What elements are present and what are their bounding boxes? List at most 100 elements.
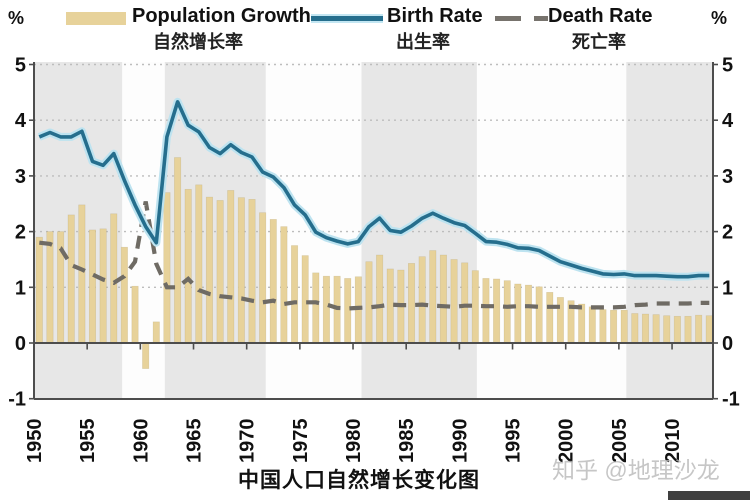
x-tick-label: 1995 bbox=[503, 419, 525, 464]
legend-label-population-growth-zh: 自然增长率 bbox=[153, 32, 243, 52]
bar-1970 bbox=[248, 198, 256, 344]
corner-bar bbox=[668, 491, 750, 500]
chart-title: 中国人口自然增长变化图 bbox=[238, 469, 480, 492]
legend-label-birth-rate-zh: 出生率 bbox=[396, 32, 450, 52]
bar-1999 bbox=[556, 297, 564, 344]
y-axis-labels: 5 5 4 4 3 3 2 2 1 1 0 0 -1 -1 bbox=[8, 55, 740, 411]
death-rate-dash-swatch-icon bbox=[495, 14, 548, 23]
bar-2012 bbox=[695, 314, 703, 344]
bar-1975 bbox=[301, 255, 309, 344]
bar-2007 bbox=[641, 313, 649, 344]
bar-2001 bbox=[578, 303, 586, 344]
y-tick-label-right: 0 bbox=[722, 333, 733, 355]
bar-1966 bbox=[205, 196, 213, 344]
birth-rate-line bbox=[38, 100, 710, 279]
y-tick-label-right: 4 bbox=[722, 110, 734, 132]
death-rate-line bbox=[39, 201, 710, 311]
bar-1968 bbox=[227, 190, 235, 344]
bar-1995 bbox=[514, 283, 522, 344]
gridlines bbox=[34, 63, 713, 288]
x-tick-label: 1965 bbox=[184, 419, 206, 464]
bar-1989 bbox=[450, 259, 458, 344]
y-tick-label-right: 3 bbox=[722, 166, 733, 188]
bar-1994 bbox=[503, 280, 511, 344]
y-tick-label-right: 2 bbox=[722, 222, 733, 244]
bar-1992 bbox=[482, 278, 490, 344]
legend-label-population-growth: Population Growth bbox=[132, 5, 311, 27]
bar-1958 bbox=[120, 246, 128, 344]
legend-label-birth-rate: Birth Rate bbox=[387, 5, 483, 27]
background-band bbox=[34, 62, 123, 399]
bar-1987 bbox=[429, 250, 437, 344]
bar-1964 bbox=[184, 188, 192, 344]
bar-1973 bbox=[280, 226, 288, 344]
growth-bars bbox=[35, 157, 713, 369]
x-tick-label: 1975 bbox=[290, 419, 312, 464]
bar-2013 bbox=[705, 315, 713, 344]
y-tick-label-left: 1 bbox=[15, 277, 26, 299]
bar-1996 bbox=[524, 284, 533, 344]
bar-1955 bbox=[88, 229, 97, 344]
bar-1950 bbox=[35, 236, 43, 344]
bar-1969 bbox=[237, 197, 245, 344]
bar-1951 bbox=[46, 231, 54, 344]
bar-1990 bbox=[461, 262, 469, 344]
x-tick-label: 2000 bbox=[556, 419, 578, 464]
bar-2004 bbox=[610, 309, 618, 344]
bar-1979 bbox=[344, 278, 352, 344]
background-bands bbox=[34, 62, 713, 399]
bar-1998 bbox=[546, 292, 554, 344]
bar-1982 bbox=[376, 254, 384, 344]
bar-1993 bbox=[493, 278, 501, 344]
watermark: 知乎 @地理沙龙 bbox=[552, 457, 720, 483]
legend-label-death-rate: Death Rate bbox=[548, 5, 653, 27]
birth-rate-line-swatch-icon bbox=[311, 14, 383, 23]
x-axis-labels: 1950 1955 1960 1965 1970 1975 1980 1985 1990 1995… bbox=[24, 419, 684, 464]
bar-1972 bbox=[269, 219, 277, 344]
y-tick-label-left: 2 bbox=[15, 222, 26, 244]
bar-1959 bbox=[131, 285, 139, 344]
bar-1986 bbox=[418, 256, 426, 344]
bar-1954 bbox=[78, 204, 86, 344]
x-tick-label: 1985 bbox=[396, 419, 418, 464]
y-tick-label-left: 5 bbox=[15, 55, 26, 77]
y-tick-label-right: -1 bbox=[722, 389, 740, 411]
x-tick-label: 1980 bbox=[343, 419, 365, 464]
x-tick-label: 1950 bbox=[24, 419, 46, 464]
bar-1961 bbox=[152, 321, 160, 344]
bar-2008 bbox=[652, 314, 660, 344]
bar-1957 bbox=[110, 213, 118, 344]
x-tick-label: 1990 bbox=[449, 419, 471, 464]
bar-2011 bbox=[684, 315, 692, 344]
x-tick-label: 1955 bbox=[77, 419, 99, 464]
bar-2002 bbox=[588, 306, 596, 344]
y-tick-label-left: 0 bbox=[15, 333, 26, 355]
background-band bbox=[626, 62, 713, 399]
bar-1971 bbox=[259, 212, 267, 344]
bar-1967 bbox=[216, 200, 224, 344]
y-tick-label-left: 3 bbox=[15, 166, 26, 188]
background-band bbox=[476, 62, 627, 399]
y-tick-label-right: 1 bbox=[722, 277, 733, 299]
bar-2009 bbox=[663, 315, 671, 344]
bar-2005 bbox=[620, 309, 628, 344]
y-tick-label-left: 4 bbox=[15, 110, 27, 132]
x-tick-label: 2005 bbox=[609, 419, 631, 464]
population-growth-swatch-icon bbox=[66, 12, 126, 25]
bar-1953 bbox=[67, 214, 75, 344]
bar-1974 bbox=[291, 245, 299, 344]
bar-1976 bbox=[312, 272, 320, 344]
bar-1981 bbox=[365, 261, 373, 344]
bar-1965 bbox=[195, 184, 203, 344]
bar-1962 bbox=[163, 192, 171, 344]
y-tick-label-right: 5 bbox=[722, 55, 733, 77]
bar-1960 bbox=[142, 342, 150, 369]
bar-2006 bbox=[631, 313, 639, 344]
bar-1988 bbox=[439, 254, 447, 344]
unit-label-right: % bbox=[711, 8, 728, 28]
bar-1985 bbox=[408, 263, 416, 344]
y-tick-label-left: -1 bbox=[8, 389, 26, 411]
x-tick-label: 1970 bbox=[237, 419, 259, 464]
unit-label-left: % bbox=[8, 8, 25, 28]
